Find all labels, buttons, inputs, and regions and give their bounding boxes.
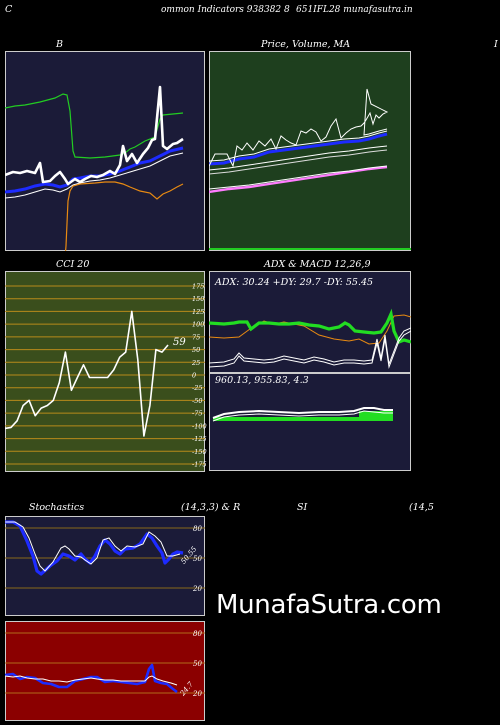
ma-blue	[209, 132, 388, 166]
macd-histogram	[213, 417, 393, 421]
adx-green-line	[209, 308, 411, 345]
cci-tick-labels: 175 150 125 100 75 50 25 0 -25 -50 -75 -100 -125 -150…	[191, 283, 207, 469]
cci-title: CCI 20	[56, 259, 90, 270]
cci-tick-label: 125	[192, 308, 204, 316]
cci-line	[5, 310, 169, 437]
ma-white-mid-2	[209, 149, 388, 175]
cci-last-value: 59	[173, 337, 186, 348]
cci-tick-label: 175	[192, 283, 204, 291]
bollinger-price-line	[5, 85, 184, 186]
macd-bg	[209, 373, 411, 471]
rsi-chart: 80 50 20 24.7	[5, 621, 205, 721]
header-right: 651IFL28 munafasutra.in	[296, 5, 413, 15]
cci-tick-label: 0	[192, 372, 196, 380]
rsi-tick-50: 50	[193, 660, 202, 668]
bollinger-orange-line	[64, 181, 184, 251]
rsi-white-line	[5, 675, 178, 686]
cci-grid	[5, 285, 205, 465]
bollinger-lower-band-2	[5, 152, 184, 199]
price-line	[209, 88, 389, 168]
stoch-title: Stochastics	[29, 502, 85, 513]
adx-macd-title: ADX & MACD 12,26,9	[264, 259, 371, 270]
stoch-params: (14,3,3) & R	[181, 502, 241, 513]
macd-signal-line	[212, 410, 393, 422]
bollinger-upper-band	[5, 93, 184, 159]
rsi-bg	[5, 621, 205, 721]
cci-tick-label: 75	[192, 333, 200, 341]
stoch-tick-20: 20	[192, 585, 202, 593]
rsi-tick-20: 20	[192, 690, 202, 698]
cci-tick-label: -25	[192, 384, 202, 392]
rsi-params: (14,5	[409, 502, 434, 513]
cci-tick-label: 150	[192, 295, 204, 303]
adx-macd-chart: ADX: 30.24 +DY: 29.7 -DY: 55.45 960.13, …	[209, 271, 411, 471]
cci-tick-label: -125	[192, 435, 207, 443]
bollinger-chart	[5, 51, 205, 251]
ma-white-upper	[209, 130, 388, 162]
stoch-k-line	[5, 520, 184, 576]
adx-label: ADX: 30.24 +DY: 29.7 -DY: 55.45	[214, 277, 373, 288]
cci-tick-label: -50	[192, 397, 202, 405]
macd-line	[212, 407, 393, 419]
stoch-bg	[5, 516, 205, 616]
cci-tick-label: -75	[192, 410, 202, 418]
macd-histogram-peak	[359, 411, 393, 421]
bollinger-lower-band-1	[5, 146, 184, 194]
cci-tick-label: 100	[192, 321, 204, 329]
ma-white-mid-1	[209, 145, 388, 171]
watermark: MunafaSutra.com	[216, 590, 442, 620]
cci-tick-label: -175	[192, 461, 207, 469]
cci-tick-label: 50	[192, 346, 200, 354]
stoch-tick-80: 80	[193, 525, 202, 533]
cci-bg	[5, 271, 205, 472]
stochastics-chart: 80 50 20 50.55	[5, 516, 205, 616]
header-title: ommon Indicators 938382 8	[161, 5, 290, 15]
right-edge-label: I	[494, 39, 498, 50]
cci-tick-label: -150	[192, 448, 207, 456]
bollinger-title: B	[56, 39, 63, 50]
header-left: C	[5, 4, 13, 15]
ma-white-lower	[209, 165, 388, 190]
price-ma-title: Price, Volume, MA	[261, 39, 351, 50]
ma-pink	[209, 165, 388, 194]
price-ma-chart	[209, 51, 411, 251]
rsi-tick-80: 80	[193, 630, 202, 638]
adx-white-line-2	[209, 327, 411, 365]
cci-chart: 175 150 125 100 75 50 25 0 -25 -50 -75 -100 -125 -150…	[5, 271, 207, 472]
macd-label: 960.13, 955.83, 4.3	[215, 375, 309, 386]
cci-tick-label: -100	[192, 422, 207, 430]
cci-tick-label: 25	[191, 359, 200, 367]
stoch-d-line	[5, 521, 181, 572]
rsi-title: SI	[297, 502, 308, 513]
stoch-tick-50: 50	[193, 555, 202, 563]
